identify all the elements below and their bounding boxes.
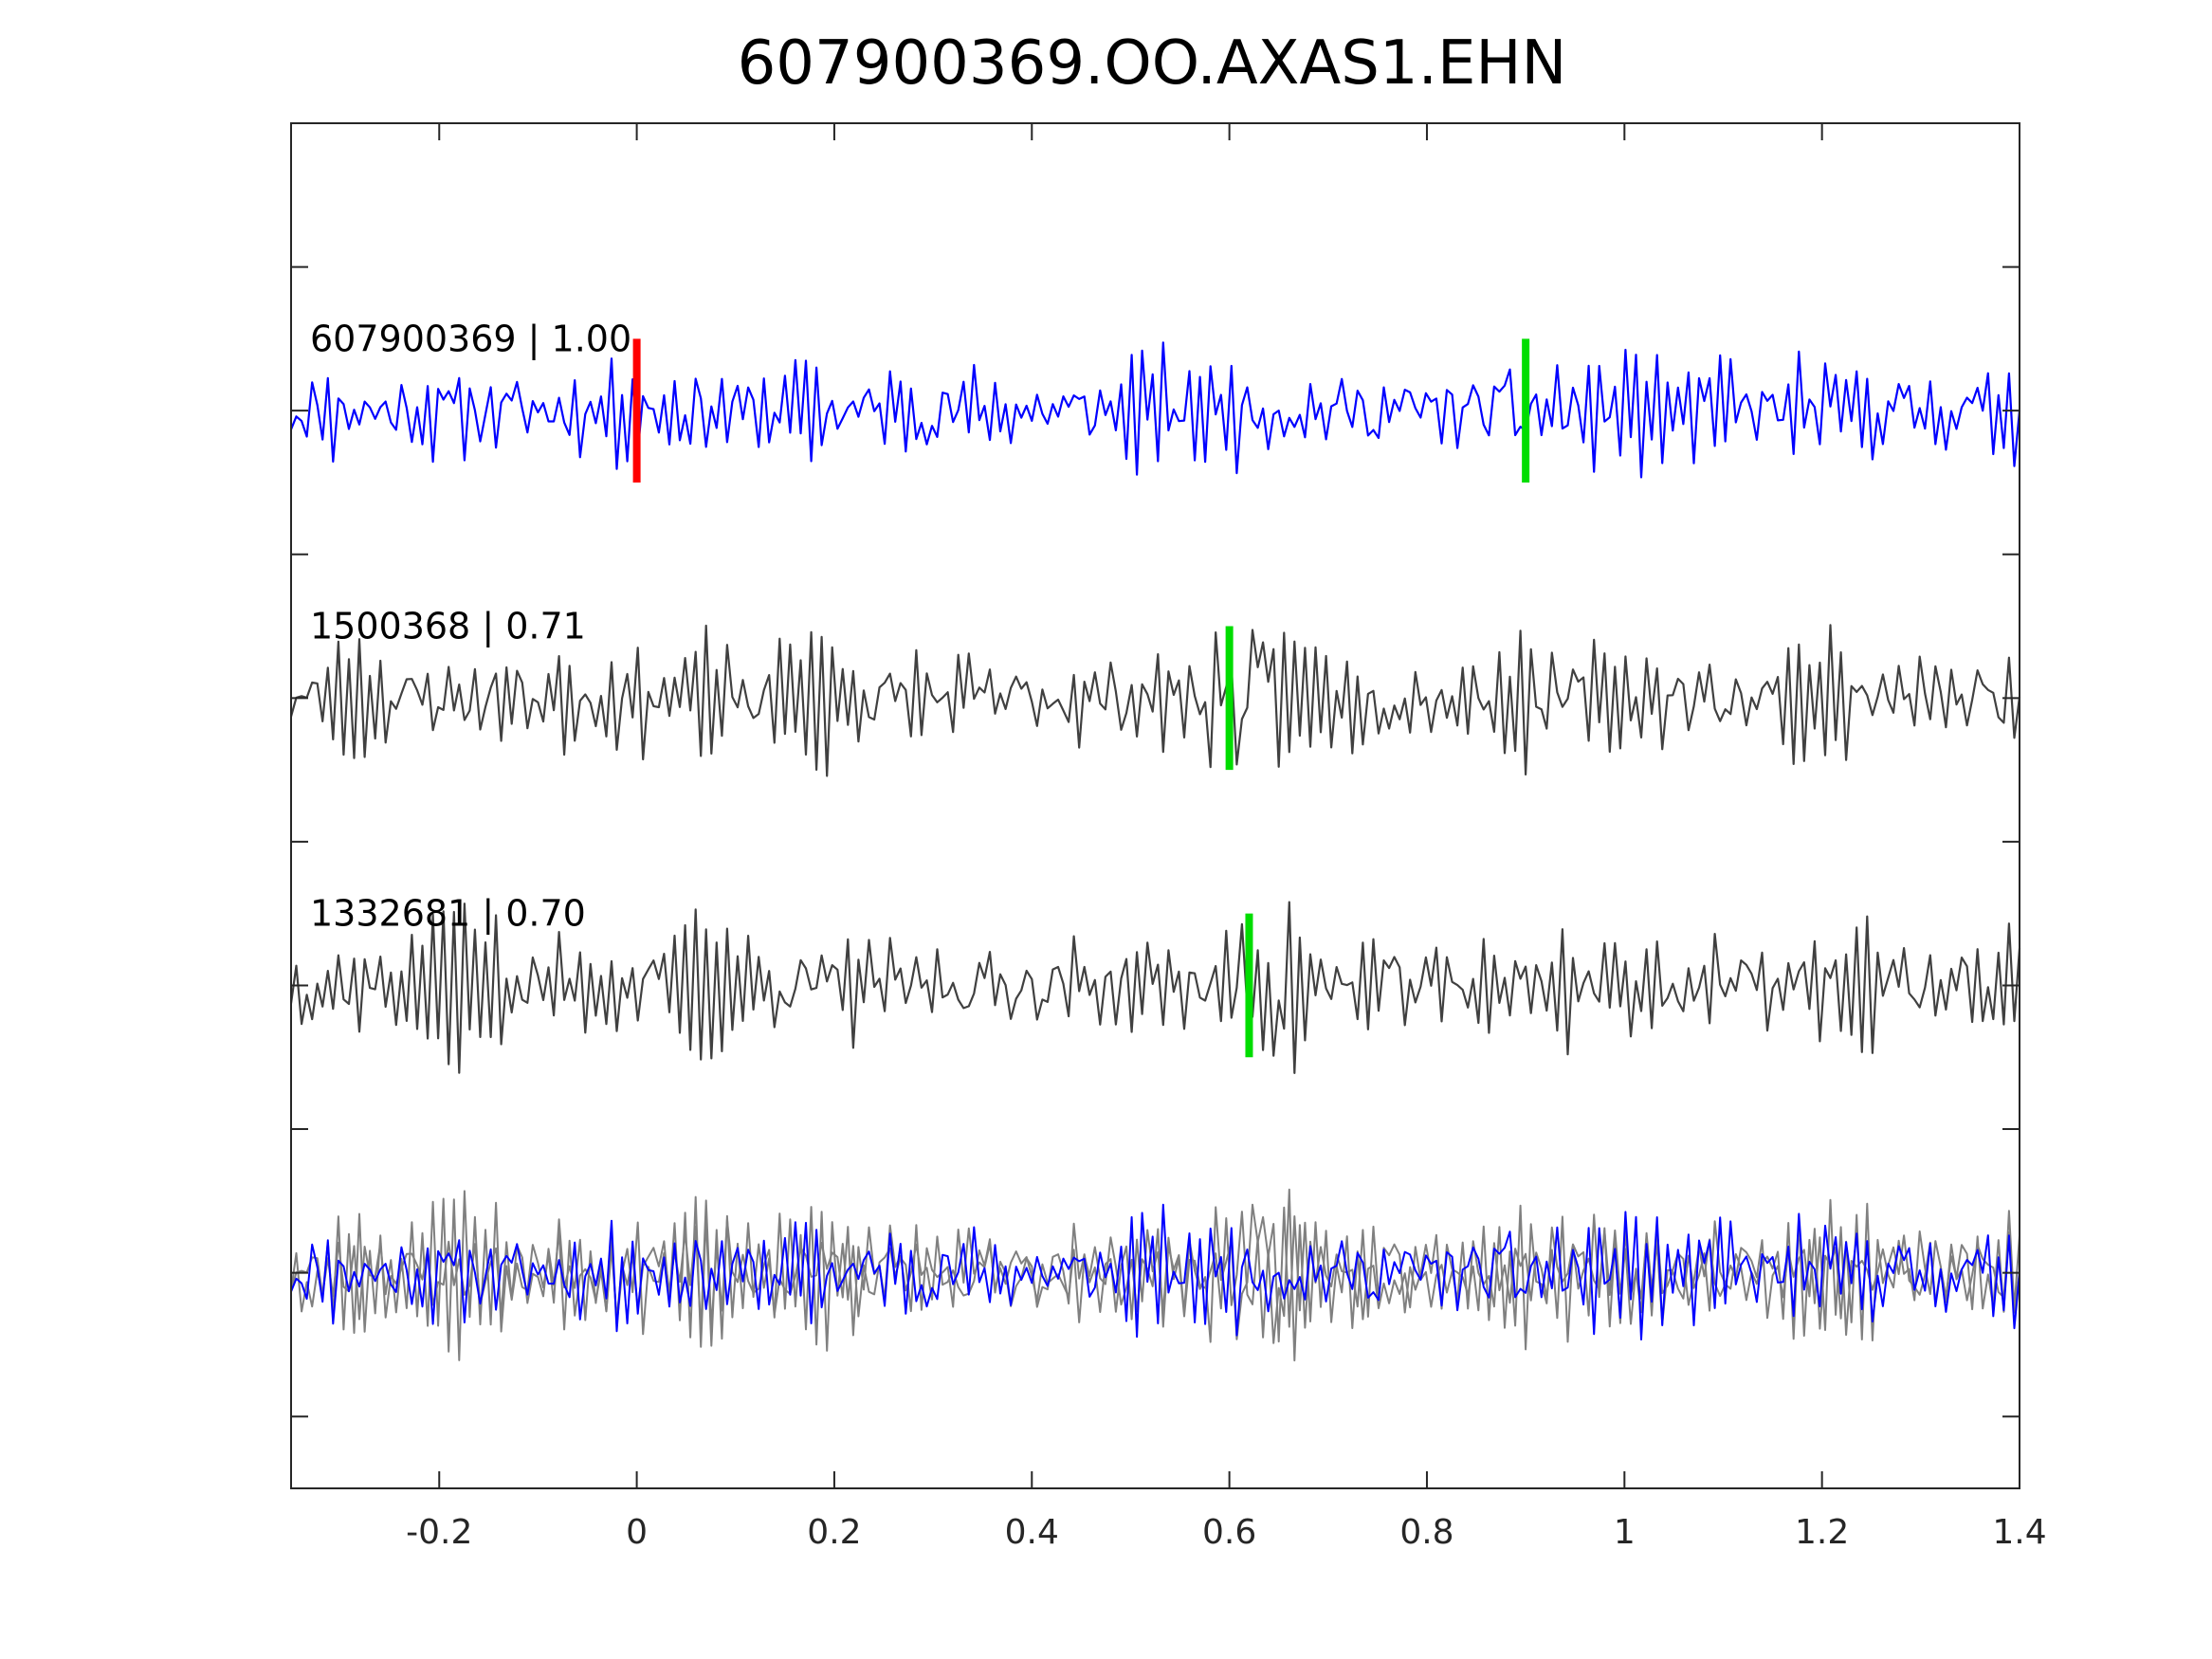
trace-label-1332681: 1332681 | 0.70	[310, 893, 586, 936]
x-tick-label: 1.4	[1992, 1513, 2046, 1552]
trace-line-1332681	[289, 901, 2021, 1074]
x-tick-label: -0.2	[406, 1513, 472, 1552]
x-tick-label: 0.6	[1202, 1513, 1256, 1552]
x-tick-label: 0.8	[1399, 1513, 1453, 1552]
overlay-line-607900369	[290, 1203, 2020, 1340]
x-tick-label: 1.2	[1795, 1513, 1849, 1552]
trace-line-1500368	[289, 624, 2021, 777]
x-tick-label: 0.4	[1005, 1513, 1059, 1552]
x-tick-label: 0.2	[807, 1513, 861, 1552]
x-tick-label: 0	[626, 1513, 648, 1552]
trace-line-607900369	[289, 341, 2021, 479]
axes-box	[290, 122, 2020, 1489]
overlay-line-1500368	[290, 1198, 2020, 1352]
trace-label-607900369: 607900369 | 1.00	[310, 318, 631, 360]
plot-area: 607900369 | 1.00 1500368 | 0.71 1332681 | …	[289, 122, 2047, 1552]
trace-label-1500368: 1500368 | 0.71	[310, 606, 586, 648]
chart-title: 607900369.OO.AXAS1.EHN	[738, 28, 1567, 99]
x-tick-label: 1	[1614, 1513, 1636, 1552]
